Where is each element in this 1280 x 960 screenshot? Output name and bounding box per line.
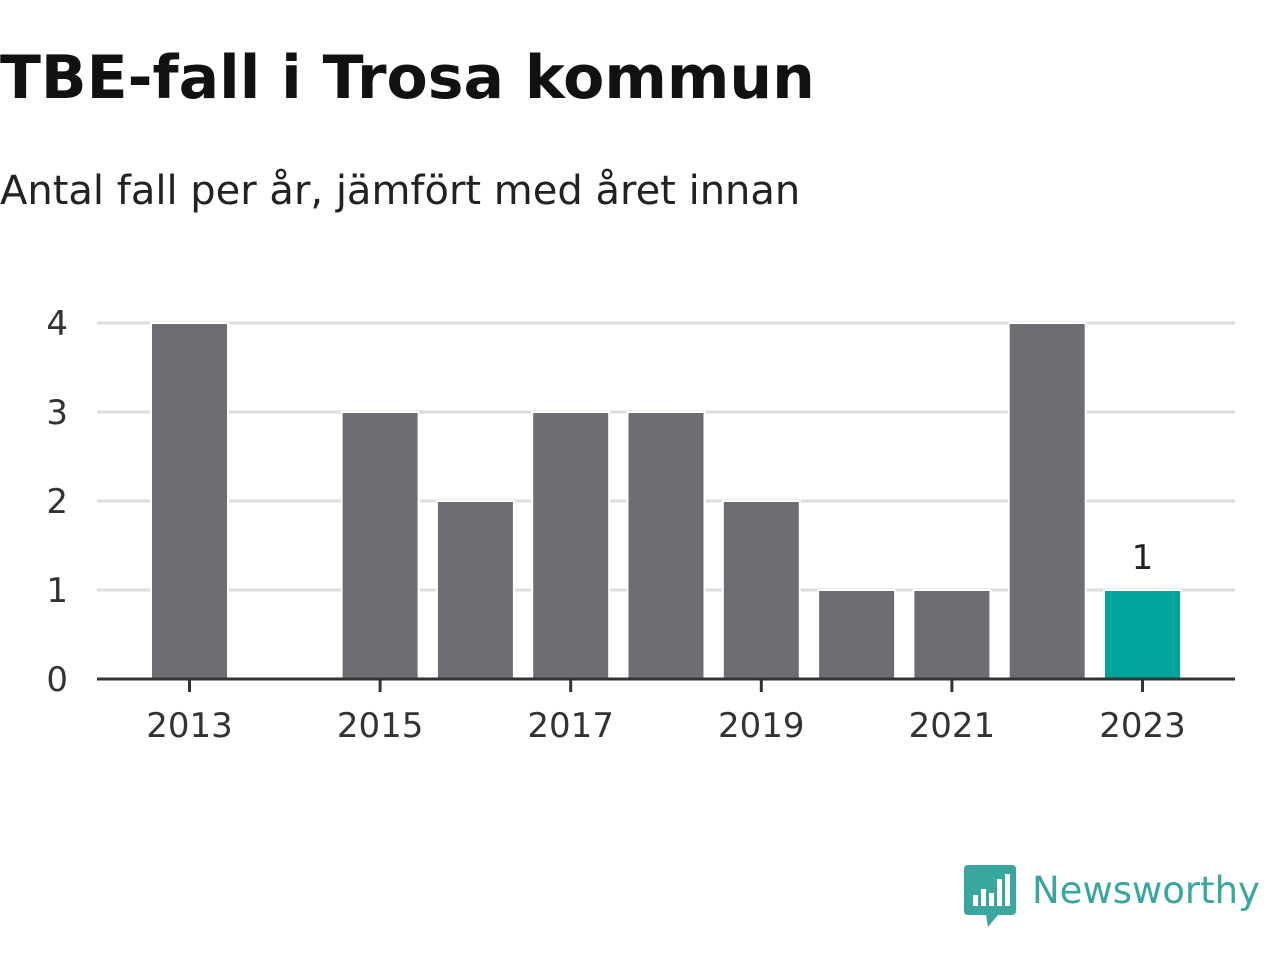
bar-chart: 0 1 2 3 4 2013 2015 2017 2019 2021 2023 1 (46, 304, 1235, 746)
bar-2015 (340, 411, 420, 680)
bar-2020 (817, 589, 897, 680)
chart-title: TBE-fall i Trosa kommun (0, 43, 815, 113)
chart-subtitle: Antal fall per år, jämfört med året inna… (0, 168, 801, 214)
bar-2018 (626, 411, 706, 680)
x-tick-label: 2023 (1099, 706, 1186, 746)
bar-2021 (912, 589, 992, 680)
x-tick-label: 2015 (337, 706, 424, 746)
brand-name: Newsworthy (1032, 869, 1260, 912)
x-tick-label: 2021 (909, 706, 996, 746)
labels: 0 1 2 3 4 2013 2015 2017 2019 2021 2023 1 (46, 304, 1185, 746)
x-tick-label: 2019 (718, 706, 805, 746)
y-tick-label: 1 (46, 571, 68, 611)
y-tick-label: 4 (46, 304, 68, 344)
bar-2023 (1103, 589, 1182, 680)
x-tick-label: 2013 (146, 706, 233, 746)
bar-2022 (1007, 322, 1087, 680)
y-tick-label: 3 (46, 393, 68, 433)
x-tick-label: 2017 (527, 706, 614, 746)
bar-2013 (150, 322, 229, 680)
y-tick-label: 2 (46, 482, 68, 522)
newsworthy-logo: Newsworthy (964, 864, 1260, 928)
bar-2017 (531, 411, 611, 680)
newsworthy-logo-icon (964, 865, 1016, 927)
bar-2016 (435, 500, 515, 680)
axes (97, 677, 1235, 692)
bar-2019 (721, 500, 801, 680)
y-tick-label: 0 (46, 660, 68, 700)
data-label: 1 (1132, 538, 1154, 578)
